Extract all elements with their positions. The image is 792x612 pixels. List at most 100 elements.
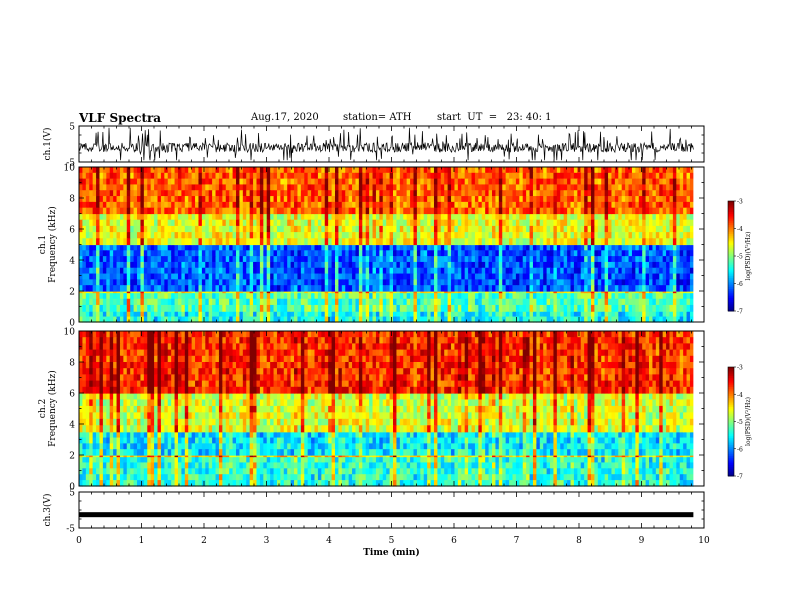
- spectrogram-cell: [140, 225, 145, 233]
- spectrogram-cell: [85, 316, 90, 323]
- spectrogram-cell: [410, 298, 415, 306]
- spectrogram-cell: [611, 167, 616, 174]
- spectrogram-cell: [502, 244, 507, 251]
- spectrogram-cell: [427, 213, 432, 221]
- spectrogram-cell: [474, 267, 479, 275]
- spectrogram-cell: [529, 316, 534, 323]
- spectrogram-cell: [389, 219, 394, 227]
- spectrogram-cell: [382, 172, 387, 180]
- spectrogram-cell: [403, 273, 408, 280]
- spectrogram-cell: [311, 207, 316, 215]
- spectrogram-cell: [686, 298, 691, 306]
- spectrogram-cell: [167, 225, 172, 233]
- spectrogram-cell: [427, 232, 432, 239]
- spectrogram-cell: [157, 244, 162, 251]
- spectrogram-cell: [126, 238, 131, 246]
- spectrogram-cell: [372, 292, 377, 300]
- spectrogram-cell: [492, 261, 497, 269]
- spectrogram-cell: [89, 267, 94, 275]
- colorbar-cell: [728, 396, 734, 399]
- spectrogram-cell: [399, 298, 404, 306]
- spectrogram-cell: [389, 250, 394, 257]
- spectrogram-cell: [208, 190, 213, 197]
- spectrogram-cell: [307, 256, 312, 263]
- spectrogram-cell: [621, 207, 626, 215]
- spectrogram-cell: [386, 291, 391, 294]
- spectrogram-cell: [399, 244, 404, 251]
- spectrogram-cell: [393, 311, 398, 318]
- spectrogram-cell: [389, 279, 394, 286]
- spectrogram-cell: [655, 178, 660, 186]
- spectrogram-cell: [597, 167, 602, 174]
- spectrogram-cell: [536, 316, 541, 323]
- spectrogram-cell: [621, 238, 626, 246]
- colorbar-cell: [728, 385, 734, 388]
- spectrogram-cell: [560, 291, 565, 294]
- spectrogram-cell: [345, 201, 350, 209]
- spectrogram-cell: [85, 304, 90, 312]
- spectrogram-cell: [174, 238, 179, 246]
- spectrogram-cell: [362, 279, 367, 286]
- spectrogram-cell: [102, 178, 107, 186]
- spectrogram-cell: [355, 201, 360, 209]
- spectrogram-cell: [580, 291, 585, 294]
- spectrogram-cell: [273, 213, 278, 221]
- spectrogram-cell: [358, 279, 363, 286]
- spectrogram-cell: [205, 279, 210, 286]
- spectrogram-cell: [529, 213, 534, 221]
- spectrogram-cell: [655, 304, 660, 312]
- spectrogram-cell: [109, 172, 114, 180]
- spectrogram-cell: [297, 291, 302, 294]
- spectrogram-cell: [106, 285, 111, 292]
- spectrogram-cell: [430, 261, 435, 269]
- spectrogram-cell: [212, 256, 217, 263]
- spectrogram-cell: [488, 178, 493, 186]
- spectrogram-cell: [181, 285, 186, 292]
- spectrogram-cell: [188, 196, 193, 203]
- spectrogram-cell: [297, 201, 302, 209]
- spectrogram-cell: [389, 178, 394, 186]
- spectrogram-cell: [195, 201, 200, 209]
- spectrogram-cell: [382, 298, 387, 306]
- spectrogram-cell: [423, 244, 428, 251]
- spectrogram-cell: [451, 273, 456, 280]
- spectrogram-cell: [587, 244, 592, 251]
- spectrogram-cell: [666, 219, 671, 227]
- spectrogram-cell: [372, 311, 377, 318]
- spectrogram-cell: [270, 304, 275, 312]
- spectrogram-cell: [444, 250, 449, 257]
- spectrogram-cell: [242, 219, 247, 227]
- spectrogram-cell: [498, 190, 503, 197]
- spectrogram-cell: [236, 311, 241, 318]
- spectrogram-cell: [140, 190, 145, 197]
- spectrogram-cell: [556, 213, 561, 221]
- spectrogram-cell: [375, 267, 380, 275]
- spectrogram-cell: [154, 213, 159, 221]
- spectrogram-cell: [437, 213, 442, 221]
- spectrogram-cell: [358, 238, 363, 246]
- spectrogram-cell: [573, 291, 578, 294]
- spectrogram-cell: [133, 213, 138, 221]
- spectrogram-cell: [464, 225, 469, 233]
- spectrogram-cell: [140, 244, 145, 251]
- spectrogram-cell: [532, 261, 537, 269]
- spectrogram-cell: [662, 184, 667, 191]
- spectrogram-cell: [99, 298, 104, 306]
- spectrogram-cell: [597, 256, 602, 263]
- spectrogram-cell: [177, 219, 182, 227]
- spectrogram-cell: [679, 232, 684, 239]
- spectrogram-cell: [225, 219, 230, 227]
- spectrogram-cell: [536, 207, 541, 215]
- spectrogram-cell: [331, 273, 336, 280]
- spectrogram-cell: [509, 190, 514, 197]
- spectrogram-cell: [130, 207, 135, 215]
- spectrogram-cell: [236, 267, 241, 275]
- spectrogram-cell: [420, 184, 425, 191]
- spectrogram-cell: [150, 201, 155, 209]
- spectrogram-cell: [276, 244, 281, 251]
- colorbar-cell: [728, 388, 734, 392]
- spectrogram-cell: [239, 311, 244, 318]
- spectrogram-cell: [683, 207, 688, 215]
- spectrogram-cell: [225, 304, 230, 312]
- spectrogram-cell: [474, 279, 479, 286]
